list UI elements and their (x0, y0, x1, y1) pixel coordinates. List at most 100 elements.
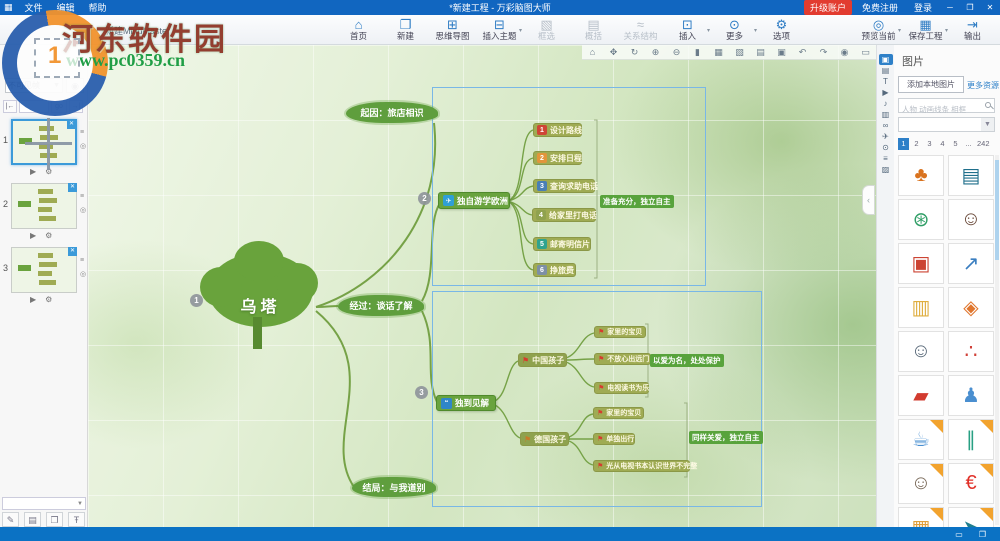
close-button[interactable]: ✕ (986, 3, 994, 12)
more-button[interactable]: ⊙ 更多 (711, 15, 758, 44)
minimize-button[interactable]: ─ (947, 3, 953, 12)
new-button[interactable]: ❐ 新建 (396, 16, 414, 41)
slide-item[interactable]: 3 ✕ ≡ (3, 247, 87, 304)
branch-cause[interactable]: 起因：旅店相识 (346, 102, 438, 123)
leaf-node[interactable]: ⚑ 不放心出远门 (594, 353, 651, 365)
cube-thumbnail[interactable]: ◈ (948, 287, 994, 328)
search-icon[interactable] (985, 102, 991, 108)
chart-icon[interactable]: ▥ (881, 110, 890, 119)
ruler-thumbnail[interactable]: ▰ (898, 375, 944, 416)
account-action[interactable]: 登录 (913, 3, 932, 13)
home-icon[interactable]: ⌂ (589, 47, 596, 57)
folder-icon[interactable]: ❐ (978, 529, 986, 539)
page-button[interactable]: 4 (940, 139, 945, 148)
node-child[interactable]: 1 设计路线 (533, 123, 582, 137)
mindmap-canvas[interactable]: 乌塔 1 起因：旅店相识 经过：谈话了解 结局：与我道别 2 ✈ 独自游学欧洲 … (88, 45, 876, 527)
pan-icon[interactable]: ✥ (609, 47, 618, 57)
gear-icon[interactable]: ⚙ (45, 167, 53, 176)
layers-icon[interactable]: ≡ (883, 154, 888, 163)
more-resources-link[interactable]: 更多资源 (967, 81, 999, 90)
category-dropdown[interactable]: ▼ (898, 117, 995, 132)
node-insight[interactable]: “ 独到见解 (436, 395, 496, 411)
undo-icon[interactable]: ↶ (798, 47, 807, 57)
redo-icon[interactable]: ↷ (819, 47, 828, 57)
person-working-thumbnail[interactable]: ☺ (948, 199, 994, 240)
close-icon[interactable]: ✕ (67, 120, 76, 129)
menubar-item[interactable]: 编辑 (56, 3, 75, 13)
leaf-node[interactable]: ⚑ 单独出行 (593, 433, 635, 445)
annotation[interactable]: 同样关爱，独立自主 (689, 431, 763, 444)
page-button[interactable]: 3 (927, 139, 932, 148)
copy-frame-icon[interactable]: ❐ (46, 512, 63, 527)
page-button[interactable]: 1 (898, 138, 909, 150)
eye-icon[interactable]: ◎ (80, 143, 87, 150)
scrollbar[interactable] (995, 155, 999, 525)
add-local-image-button[interactable]: 添加本地图片 (898, 76, 964, 93)
close-icon[interactable]: ✕ (68, 247, 77, 256)
leaf-node[interactable]: ⚑ 家里的宝贝 (594, 326, 646, 338)
images-panel-icon[interactable]: ▣ (878, 54, 893, 65)
node-child[interactable]: 2 安排日程 (533, 151, 582, 165)
document-tab[interactable]: 新建MindMaster (105, 26, 171, 36)
surfboards-thumbnail[interactable]: ∥ (948, 419, 994, 460)
node-child[interactable]: 3 查询求助电话 (533, 179, 598, 193)
home-button[interactable]: ⌂ 首页 (349, 16, 367, 41)
zoom-out-icon[interactable]: ⊖ (672, 47, 681, 57)
scrollbar-thumb[interactable] (995, 160, 999, 260)
presentation-icon[interactable]: ▭ (955, 529, 963, 539)
leaf-node[interactable]: ⚑ 光从电视书本认识世界不完整 (593, 460, 697, 472)
delete-frame-icon[interactable]: Ŧ (68, 512, 85, 527)
node-germany[interactable]: ⚑ 德国孩子 (520, 432, 569, 446)
music-icon[interactable]: ♪ (883, 99, 888, 108)
rename-frame-icon[interactable]: ✎ (2, 512, 19, 527)
menubar-item[interactable]: 文件 (24, 3, 43, 13)
eye-icon[interactable]: ◎ (80, 271, 87, 278)
node-china[interactable]: ⚑ 中国孩子 (518, 353, 567, 367)
marquee-select-button[interactable]: ▧ 框选 (537, 16, 555, 41)
lock-icon[interactable]: ▮ (695, 47, 700, 57)
timer-icon[interactable]: ⊙ (882, 143, 889, 152)
paste-icon[interactable]: ▣ (777, 47, 786, 57)
play-icon[interactable]: ▶ (30, 167, 37, 176)
animation-icon[interactable]: ✈ (882, 132, 889, 141)
menu-icon[interactable]: ≡ (80, 193, 85, 200)
annotation[interactable]: 以爱为名，处处保护 (650, 354, 724, 367)
video-icon[interactable]: ▶ (882, 88, 889, 97)
link-icon[interactable]: ∞ (882, 121, 889, 130)
person-figure-thumbnail[interactable]: ♟ (948, 375, 994, 416)
page-button[interactable]: ... (965, 139, 972, 148)
tree-thumbnail[interactable]: ♣ (898, 155, 944, 196)
growth-chart-thumbnail[interactable]: ↗ (948, 243, 994, 284)
restore-button[interactable]: ❐ (966, 3, 974, 12)
insert-topic-button[interactable]: ⊟ 插入主题 (476, 15, 523, 44)
relation-button[interactable]: ≈ 关系结构 (623, 16, 658, 41)
floppy-disk-thumbnail[interactable]: ▣ (898, 243, 944, 284)
coffee-cup-thumbnail[interactable]: ☕ (898, 419, 944, 460)
save-frame-icon[interactable]: ▤ (24, 512, 41, 527)
node-child[interactable]: 4 给家里打电话 (532, 208, 597, 222)
gallery-icon[interactable]: ▤ (881, 66, 890, 75)
books-thumbnail[interactable]: ▤ (948, 155, 994, 196)
juggling-thumbnail[interactable]: ∴ (948, 331, 994, 372)
node-child[interactable]: 6 挣旅费 (533, 263, 576, 277)
leaf-node[interactable]: ⚑ 家里的宝贝 (593, 407, 644, 419)
play-icon[interactable]: ▶ (30, 295, 37, 304)
node-child[interactable]: 5 邮寄明信片 (533, 237, 591, 251)
leaf-node[interactable]: ⚑ 电视读书为乐 (594, 382, 649, 394)
gear-icon[interactable]: ⚙ (45, 231, 53, 240)
root-topic[interactable]: 乌塔 (240, 299, 281, 316)
account-action[interactable]: 免费注册 (861, 3, 898, 13)
menu-icon[interactable]: ≡ (80, 257, 85, 264)
person-laptop-thumbnail[interactable]: ☺ (898, 463, 944, 504)
slide-item[interactable]: 2 ✕ ≡ (3, 183, 87, 240)
preview-current-button[interactable]: ◎ 预览当前 (855, 15, 902, 44)
currency-exchange-thumbnail[interactable]: € (948, 463, 994, 504)
image-search-input[interactable] (899, 103, 983, 116)
calendar-thumbnail[interactable]: ▦ (898, 507, 944, 527)
first-frame-button[interactable]: |← (3, 100, 17, 113)
copy-icon[interactable]: ▤ (756, 47, 765, 57)
page-button[interactable]: 5 (953, 139, 958, 148)
last-frame-button[interactable]: →| (69, 100, 83, 113)
close-icon[interactable]: ✕ (68, 183, 77, 192)
play-icon[interactable]: ▶ (30, 231, 37, 240)
